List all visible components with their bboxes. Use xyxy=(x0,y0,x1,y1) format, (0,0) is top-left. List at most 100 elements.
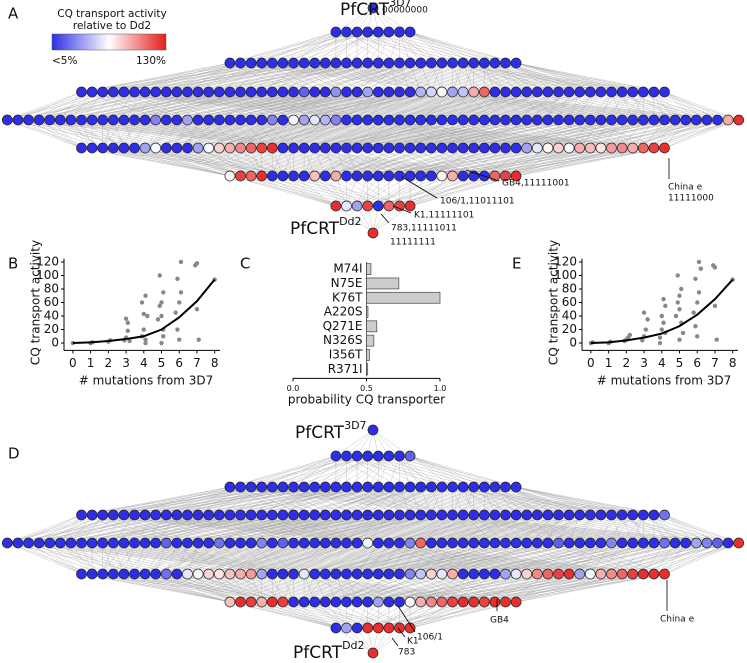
genotype-node xyxy=(118,568,130,580)
genotype-node xyxy=(12,114,24,126)
edge xyxy=(378,119,538,149)
edge xyxy=(367,455,390,488)
genotype-node xyxy=(288,86,299,98)
category-label: A220S xyxy=(324,305,363,319)
genotype-node xyxy=(553,114,564,126)
data-point xyxy=(123,316,129,321)
genotype-node xyxy=(288,509,299,521)
genotype-node xyxy=(224,170,236,182)
annotation: 106/1 xyxy=(417,633,443,643)
genotype-node xyxy=(298,509,310,521)
annotation-arrow xyxy=(392,205,412,214)
edge xyxy=(410,147,559,177)
genotype-node xyxy=(150,114,162,126)
genotype-node xyxy=(659,142,670,154)
genotype-node xyxy=(574,114,586,126)
genotype-node xyxy=(245,114,257,126)
genotype-node xyxy=(341,170,352,182)
genotype-node xyxy=(182,537,193,549)
genotype-node xyxy=(637,114,649,126)
genotype-node xyxy=(372,57,384,69)
genotype-node xyxy=(107,86,119,98)
genotype-node xyxy=(521,114,533,126)
edge xyxy=(372,429,411,457)
edge xyxy=(155,542,230,575)
edge xyxy=(420,542,570,575)
genotype-node xyxy=(489,114,501,126)
edge xyxy=(409,486,443,516)
edge xyxy=(537,119,686,149)
edge xyxy=(611,119,707,149)
edge xyxy=(145,514,262,544)
edge xyxy=(176,514,326,544)
genotype-node xyxy=(722,114,734,126)
genotype-node xyxy=(171,537,183,549)
edge xyxy=(145,119,188,149)
edge xyxy=(240,119,347,149)
genotype-node xyxy=(330,114,342,126)
genotype-node xyxy=(235,537,246,549)
edge xyxy=(410,31,464,64)
edge xyxy=(145,542,199,575)
edge xyxy=(388,147,548,177)
data-point xyxy=(161,290,166,295)
genotype-node xyxy=(415,537,427,549)
edge xyxy=(590,514,623,544)
edge xyxy=(357,542,495,575)
edge xyxy=(144,542,188,575)
x-tick-label: 0 xyxy=(69,356,77,370)
genotype-node xyxy=(659,537,670,549)
edge xyxy=(335,7,374,33)
edge xyxy=(505,119,665,149)
trend-line xyxy=(590,278,734,345)
genotype-node xyxy=(288,596,299,608)
data-point xyxy=(177,300,182,305)
edge xyxy=(314,542,421,575)
edge xyxy=(335,486,421,516)
data-point xyxy=(679,286,684,292)
edge xyxy=(372,627,411,654)
edge xyxy=(325,486,421,516)
data-point xyxy=(661,296,666,302)
genotype-node xyxy=(510,142,522,154)
genotype-node xyxy=(478,509,490,521)
genotype-node xyxy=(213,568,225,580)
edge xyxy=(176,486,326,516)
data-point xyxy=(673,313,679,319)
edge xyxy=(494,62,517,93)
genotype-node xyxy=(510,86,522,98)
annotation: China e xyxy=(668,183,703,193)
edge xyxy=(484,62,506,93)
edge xyxy=(367,31,390,64)
genotype-node xyxy=(616,568,628,580)
genotype-node xyxy=(12,537,24,549)
genotype-node xyxy=(330,622,342,634)
y-tick-label: 100 xyxy=(554,268,577,282)
genotype-node xyxy=(606,509,617,521)
edge xyxy=(356,601,379,629)
edge xyxy=(81,91,241,121)
genotype-node xyxy=(425,86,437,98)
y-tick-label: 20 xyxy=(562,322,577,336)
edge xyxy=(187,486,347,516)
edge xyxy=(463,119,612,149)
genotype-node xyxy=(383,481,395,493)
edge xyxy=(516,486,665,516)
edge xyxy=(664,91,697,121)
genotype-code: 11111111 xyxy=(390,238,436,248)
edge xyxy=(473,119,633,149)
edge xyxy=(526,119,676,149)
edge xyxy=(372,429,400,457)
genotype-node xyxy=(1,114,13,126)
genotype-node xyxy=(86,142,98,154)
genotype-node xyxy=(531,142,543,154)
edge xyxy=(420,573,591,603)
genotype-node xyxy=(367,647,379,659)
genotype-node xyxy=(245,142,257,154)
edge xyxy=(208,62,358,93)
genotype-node xyxy=(330,142,342,154)
genotype-node xyxy=(372,170,384,182)
genotype-node xyxy=(468,142,480,154)
strain-label: PfCRTDd2 xyxy=(290,215,362,239)
edge xyxy=(39,91,135,121)
